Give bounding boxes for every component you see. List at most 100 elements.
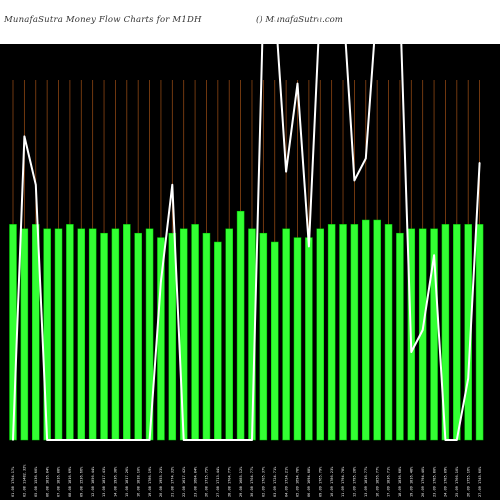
- x-tick-label: 05.08 1536.60%: [34, 466, 38, 497]
- x-tick-labels: 01.08 1704.17% 02.08 11482.32% 05.08 1536.…: [11, 464, 482, 497]
- line-point: [376, 0, 378, 1]
- bar: [464, 224, 472, 441]
- line-point: [262, 0, 265, 1]
- line-point: [308, 245, 310, 248]
- line-point: [330, 0, 333, 1]
- bar: [362, 219, 370, 441]
- line-point: [456, 439, 458, 441]
- line-point: [296, 82, 299, 85]
- line-point: [148, 439, 151, 441]
- x-tick-label: 15.08 1817.26%: [125, 466, 129, 497]
- line-point: [353, 179, 356, 182]
- line-point: [273, 0, 276, 1]
- line-point: [421, 329, 424, 331]
- bar: [20, 228, 29, 441]
- x-tick-label: 13.08 1817.43%: [102, 466, 106, 497]
- line-point: [399, 0, 401, 1]
- bar: [9, 224, 17, 441]
- bar: [316, 228, 325, 441]
- x-tick-label: 05.09 1694.78%: [296, 466, 300, 497]
- bar: [270, 241, 279, 441]
- line-point: [194, 439, 196, 441]
- x-tick-label: 18.09 1836.68%: [398, 466, 402, 497]
- watermark-text: () MunafaSutra.com: [256, 15, 343, 25]
- bar: [202, 232, 211, 441]
- chart-header: MunafaSutra Money Flow Charts for M1DH (…: [0, 0, 500, 44]
- x-tick-label: 24.09 1785.09%: [444, 466, 448, 497]
- bar: [66, 224, 74, 441]
- bar: [43, 228, 51, 441]
- line-point: [137, 439, 139, 441]
- x-tick-label: 09.09 1765.79%: [318, 466, 322, 497]
- line-point: [91, 439, 94, 441]
- x-tick-label: 25.09 1766.10%: [455, 466, 459, 497]
- line-point: [34, 184, 37, 186]
- line-point: [433, 254, 435, 256]
- bar: [475, 224, 484, 441]
- line-point: [103, 439, 105, 441]
- line-point: [114, 439, 117, 441]
- bar: [305, 237, 313, 441]
- bar: [134, 232, 142, 441]
- bar: [225, 228, 233, 441]
- line-point: [319, 0, 322, 1]
- line-point: [478, 162, 481, 164]
- line-point: [182, 439, 185, 441]
- chart-title: MunafaSutra Money Flow Charts for M1DH: [4, 15, 202, 25]
- bar: [396, 232, 404, 441]
- bar: [259, 232, 268, 441]
- x-tick-label: 30.08 1704.77%: [250, 466, 254, 497]
- x-tick-label: 03.09 1724.71%: [273, 466, 277, 497]
- x-tick-label: 23.08 1684.04%: [193, 466, 197, 497]
- x-tick-label: 28.08 1704.77%: [227, 466, 231, 497]
- x-tick-label: 26.08 1715.75%: [205, 466, 209, 497]
- bar: [214, 241, 222, 441]
- bar-series: [9, 210, 484, 441]
- x-tick-label: 29.08 1685.12%: [239, 466, 243, 497]
- line-point: [171, 184, 174, 186]
- line-point: [228, 439, 231, 441]
- x-tick-label: 27.09 1745.60%: [478, 466, 482, 497]
- x-tick-label: 08.08 1816.69%: [68, 466, 72, 497]
- bar: [32, 224, 40, 441]
- x-tick-label: 02.08 11482.32%: [23, 464, 27, 497]
- x-tick-label: 20.08 1955.23%: [159, 466, 163, 497]
- line-point: [251, 439, 253, 441]
- bar: [430, 228, 438, 441]
- line-point: [387, 0, 390, 1]
- money-flow-line: [12, 0, 481, 441]
- bar: [77, 228, 86, 441]
- line-point: [217, 439, 219, 441]
- x-tick-label: 11.09 1794.78%: [341, 466, 345, 497]
- bar: [123, 224, 131, 441]
- line-point: [160, 280, 162, 283]
- x-tick-label: 21.08 1774.32%: [171, 466, 175, 497]
- line-point: [410, 351, 413, 353]
- line-point: [12, 439, 14, 441]
- x-tick-label: 16.09 1856.77%: [375, 466, 379, 497]
- line-point: [205, 439, 208, 441]
- x-tick-label: 02.09 1705.37%: [262, 466, 266, 497]
- x-tick-label: 12.09 1795.28%: [353, 466, 357, 497]
- line-series: [12, 0, 481, 441]
- x-tick-label: 17.09 1836.71%: [387, 466, 391, 497]
- x-tick-label: 12.08 1856.44%: [91, 466, 95, 497]
- line-point: [239, 439, 242, 441]
- x-tick-label: 01.08 1704.17%: [11, 466, 15, 497]
- bar: [191, 224, 199, 441]
- line-point: [57, 439, 60, 441]
- line-point: [23, 135, 26, 138]
- x-tick-label: 10.09 1786.23%: [330, 466, 334, 497]
- x-tick-label: 13.09 1816.77%: [364, 466, 368, 497]
- line-point: [467, 377, 470, 380]
- x-tick-label: 23.09 1785.80%: [432, 466, 436, 497]
- bar: [350, 224, 359, 441]
- line-point: [342, 0, 344, 1]
- bar: [179, 228, 188, 441]
- x-tick-label: 20.09 1794.40%: [421, 466, 425, 497]
- line-point: [126, 439, 128, 441]
- line-point: [364, 157, 367, 160]
- x-tick-label: 06.08 1816.04%: [45, 466, 49, 497]
- bar: [111, 228, 120, 441]
